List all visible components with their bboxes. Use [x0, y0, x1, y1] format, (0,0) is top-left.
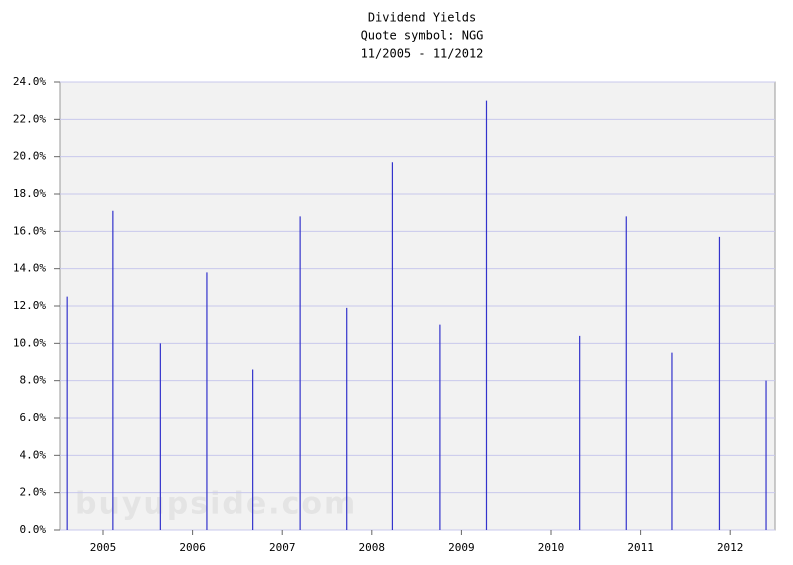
- y-tick-label: 22.0%: [13, 112, 46, 125]
- x-tick-label: 2007: [269, 541, 296, 554]
- y-tick-label: 6.0%: [20, 411, 47, 424]
- y-tick-label: 18.0%: [13, 187, 46, 200]
- chart-title: Dividend Yields: [368, 11, 476, 25]
- x-tick-label: 2006: [179, 541, 206, 554]
- y-tick-label: 10.0%: [13, 336, 46, 349]
- watermark: buyupside.com: [75, 487, 357, 522]
- y-tick-label: 2.0%: [20, 486, 47, 499]
- x-tick-label: 2008: [359, 541, 386, 554]
- y-tick-label: 20.0%: [13, 150, 46, 163]
- y-tick-label: 4.0%: [20, 448, 47, 461]
- x-tick-label: 2012: [717, 541, 744, 554]
- y-tick-label: 16.0%: [13, 224, 46, 237]
- y-tick-label: 14.0%: [13, 262, 46, 275]
- y-tick-label: 8.0%: [20, 374, 47, 387]
- y-tick-label: 24.0%: [13, 75, 46, 88]
- chart-period: 11/2005 - 11/2012: [361, 47, 484, 61]
- x-tick-label: 2009: [448, 541, 475, 554]
- y-tick-label: 12.0%: [13, 299, 46, 312]
- y-tick-label: 0.0%: [20, 523, 47, 536]
- x-tick-label: 2010: [538, 541, 565, 554]
- x-tick-label: 2005: [90, 541, 117, 554]
- x-tick-label: 2011: [627, 541, 654, 554]
- chart-subtitle: Quote symbol: NGG: [361, 29, 484, 43]
